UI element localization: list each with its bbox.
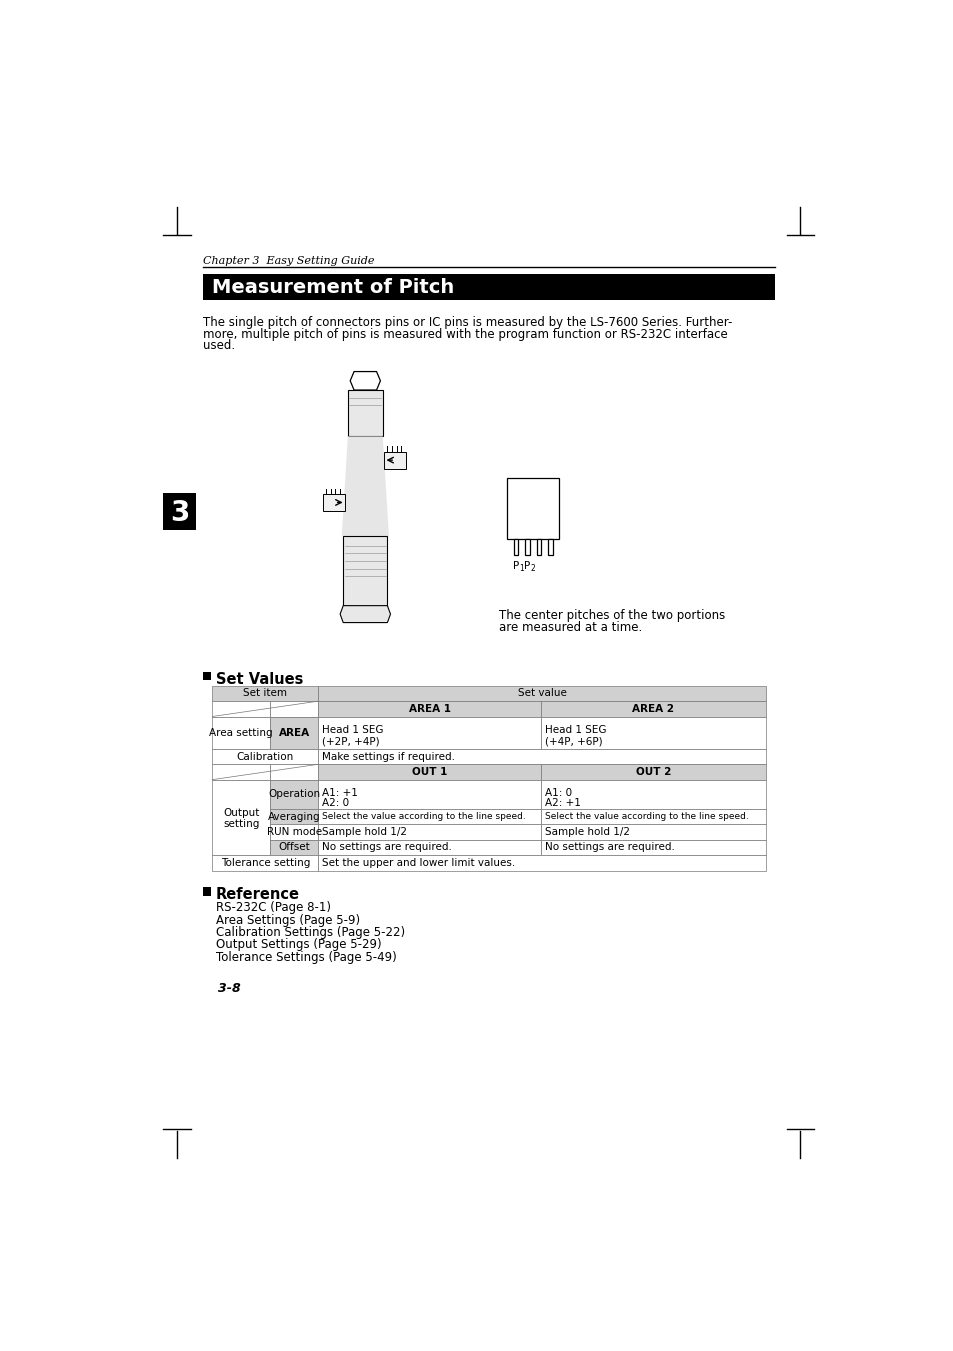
Bar: [270, 780, 318, 809]
Text: Select the value according to the line speed.: Select the value according to the line s…: [544, 812, 748, 821]
Text: A1: +1: A1: +1: [322, 788, 357, 798]
Bar: [540, 765, 765, 780]
Bar: [270, 809, 318, 824]
Text: Tolerance Settings (Page 5-49): Tolerance Settings (Page 5-49): [216, 951, 396, 963]
Text: Tolerance setting: Tolerance setting: [220, 858, 310, 867]
Text: Set Values: Set Values: [216, 671, 303, 686]
Text: Chapter 3  Easy Setting Guide: Chapter 3 Easy Setting Guide: [203, 257, 375, 266]
Text: Set value: Set value: [517, 689, 566, 698]
Text: A1: 0: A1: 0: [544, 788, 571, 798]
Text: more, multiple pitch of pins is measured with the program function or RS-232C in: more, multiple pitch of pins is measured…: [203, 328, 727, 340]
Bar: [540, 824, 765, 840]
Text: 3: 3: [170, 500, 190, 527]
Text: Make settings if required.: Make settings if required.: [322, 751, 455, 762]
Bar: [524, 539, 529, 555]
Text: Measurement of Pitch: Measurement of Pitch: [212, 277, 454, 297]
Text: Averaging: Averaging: [268, 812, 320, 821]
Text: P: P: [524, 561, 530, 571]
Text: 2: 2: [530, 565, 535, 573]
Text: used.: used.: [203, 339, 234, 353]
Text: RS-232C (Page 8-1): RS-232C (Page 8-1): [216, 901, 331, 915]
Bar: [270, 765, 318, 780]
Text: Sample hold 1/2: Sample hold 1/2: [322, 827, 407, 838]
Text: Sample hold 1/2: Sample hold 1/2: [544, 827, 629, 838]
Bar: [540, 716, 765, 748]
Text: A2: +1: A2: +1: [544, 798, 580, 808]
Bar: [270, 824, 318, 840]
Bar: [270, 701, 318, 716]
Text: Offset: Offset: [278, 843, 310, 852]
Text: P: P: [512, 561, 518, 571]
Text: RUN mode: RUN mode: [267, 827, 321, 838]
Bar: [270, 840, 318, 855]
Text: AREA 1: AREA 1: [408, 704, 450, 713]
Bar: [318, 701, 540, 716]
Text: Output: Output: [223, 808, 259, 817]
Bar: [536, 539, 540, 555]
Bar: [203, 671, 212, 681]
Text: Select the value according to the line speed.: Select the value according to the line s…: [322, 812, 525, 821]
Bar: [318, 716, 540, 748]
Bar: [540, 809, 765, 824]
Text: OUT 1: OUT 1: [412, 767, 447, 777]
Text: Set the upper and lower limit values.: Set the upper and lower limit values.: [322, 858, 515, 867]
Bar: [506, 478, 558, 539]
Text: Output Settings (Page 5-29): Output Settings (Page 5-29): [216, 939, 381, 951]
Bar: [318, 809, 540, 824]
Bar: [203, 888, 212, 896]
Text: Head 1 SEG: Head 1 SEG: [322, 725, 383, 735]
Text: are measured at a time.: are measured at a time.: [498, 621, 641, 634]
Text: OUT 2: OUT 2: [635, 767, 670, 777]
Bar: [318, 748, 765, 765]
Text: Reference: Reference: [216, 888, 300, 902]
Bar: [547, 539, 552, 555]
Bar: [540, 780, 765, 809]
Text: The center pitches of the two portions: The center pitches of the two portions: [498, 609, 724, 621]
Bar: [318, 686, 765, 701]
Text: AREA 2: AREA 2: [632, 704, 674, 713]
Bar: [212, 765, 270, 780]
Bar: [384, 451, 406, 469]
Bar: [212, 748, 318, 765]
Bar: [318, 824, 540, 840]
Polygon shape: [341, 436, 389, 536]
Bar: [318, 765, 540, 780]
Text: Area setting: Area setting: [210, 728, 273, 738]
Bar: [212, 686, 318, 701]
Text: (+4P, +6P): (+4P, +6P): [544, 736, 601, 747]
Text: (+2P, +4P): (+2P, +4P): [322, 736, 379, 747]
Bar: [540, 840, 765, 855]
Bar: [318, 840, 540, 855]
Text: Set item: Set item: [243, 689, 287, 698]
Bar: [540, 701, 765, 716]
Polygon shape: [340, 605, 390, 623]
Text: Head 1 SEG: Head 1 SEG: [544, 725, 605, 735]
Bar: [348, 390, 382, 436]
Text: No settings are required.: No settings are required.: [544, 843, 674, 852]
Bar: [203, 274, 774, 300]
Bar: [323, 494, 344, 511]
Bar: [212, 780, 270, 855]
Bar: [163, 493, 195, 530]
Text: AREA: AREA: [278, 728, 310, 738]
Text: 3-8: 3-8: [218, 982, 241, 996]
Bar: [318, 855, 765, 870]
Bar: [318, 780, 540, 809]
Text: Calibration: Calibration: [236, 751, 294, 762]
Text: No settings are required.: No settings are required.: [322, 843, 452, 852]
Text: Operation: Operation: [268, 789, 320, 800]
Text: setting: setting: [223, 819, 259, 828]
Bar: [270, 716, 318, 748]
Text: Area Settings (Page 5-9): Area Settings (Page 5-9): [216, 913, 360, 927]
Text: 1: 1: [518, 565, 523, 573]
Text: The single pitch of connectors pins or IC pins is measured by the LS-7600 Series: The single pitch of connectors pins or I…: [203, 316, 732, 330]
Text: Calibration Settings (Page 5-22): Calibration Settings (Page 5-22): [216, 925, 405, 939]
Bar: [212, 716, 270, 748]
Text: A2: 0: A2: 0: [322, 798, 349, 808]
Bar: [212, 701, 270, 716]
Bar: [513, 539, 517, 555]
Bar: [212, 855, 318, 870]
Bar: [343, 536, 387, 605]
